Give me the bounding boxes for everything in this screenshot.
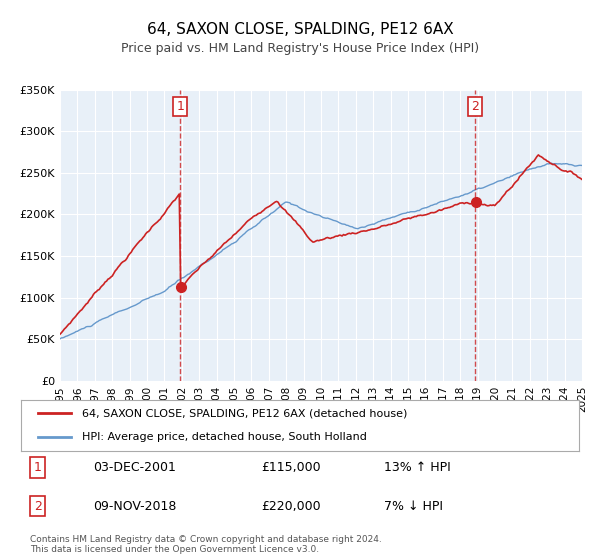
Text: 2: 2 xyxy=(471,100,479,113)
Text: 64, SAXON CLOSE, SPALDING, PE12 6AX: 64, SAXON CLOSE, SPALDING, PE12 6AX xyxy=(146,22,454,38)
Text: 1: 1 xyxy=(34,461,41,474)
Text: HPI: Average price, detached house, South Holland: HPI: Average price, detached house, Sout… xyxy=(82,432,367,442)
Text: 2: 2 xyxy=(34,500,41,512)
Text: £220,000: £220,000 xyxy=(261,500,320,512)
Text: Price paid vs. HM Land Registry's House Price Index (HPI): Price paid vs. HM Land Registry's House … xyxy=(121,42,479,55)
Text: 7% ↓ HPI: 7% ↓ HPI xyxy=(384,500,443,512)
Text: Contains HM Land Registry data © Crown copyright and database right 2024.
This d: Contains HM Land Registry data © Crown c… xyxy=(30,535,382,554)
Text: 03-DEC-2001: 03-DEC-2001 xyxy=(94,461,176,474)
Text: 64, SAXON CLOSE, SPALDING, PE12 6AX (detached house): 64, SAXON CLOSE, SPALDING, PE12 6AX (det… xyxy=(82,408,408,418)
Text: 09-NOV-2018: 09-NOV-2018 xyxy=(94,500,177,512)
Text: 13% ↑ HPI: 13% ↑ HPI xyxy=(384,461,451,474)
Text: 1: 1 xyxy=(176,100,184,113)
Text: £115,000: £115,000 xyxy=(261,461,320,474)
